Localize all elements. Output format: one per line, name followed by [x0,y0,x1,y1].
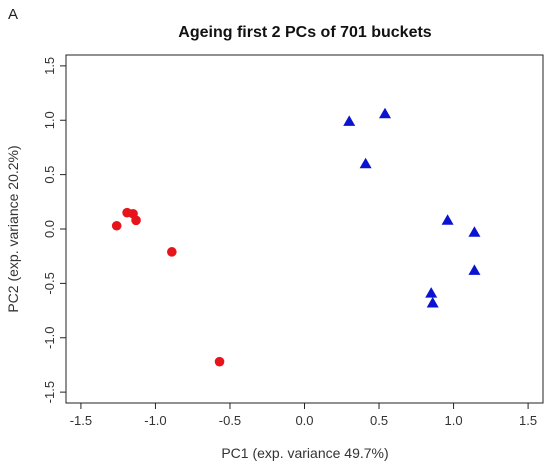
y-axis: -1.5 -1.0 -0.5 0.0 0.5 1.0 1.5 [42,57,66,403]
x-tick-label: -1.5 [70,413,92,428]
point-triangle [426,296,439,308]
y-tick-label: -1.0 [42,327,57,349]
x-tick-label: 0.5 [370,413,388,428]
x-axis-label: PC1 (exp. variance 49.7%) [221,445,388,461]
point-triangle [378,107,391,119]
point-triangle [441,214,454,225]
point-triangle [468,226,481,237]
panel-label: A [8,6,19,23]
point-triangle [343,115,356,126]
point-triangle [425,287,438,298]
y-tick-label: -1.5 [42,381,57,403]
x-tick-label: -0.5 [219,413,241,428]
plot-frame [65,54,544,404]
data-points [111,107,481,367]
y-tick-label: 1.0 [42,111,57,129]
point-circle [131,215,141,226]
y-axis-label: PC2 (exp. variance 20.2%) [5,145,21,312]
x-tick-label: 1.0 [445,413,463,428]
point-circle [167,247,177,257]
x-tick-label: 0.0 [295,413,313,428]
x-tick-label: -1.0 [144,413,166,428]
point-circle [214,356,225,367]
y-tick-label: 0.5 [42,166,57,184]
point-triangle [468,264,481,275]
y-tick-label: 1.5 [42,57,57,75]
chart-title: Ageing first 2 PCs of 701 buckets [178,24,432,41]
x-tick-label: 1.5 [519,413,537,428]
x-axis: -1.5 -1.0 -0.5 0.0 0.5 1.0 1.5 [70,403,537,428]
y-tick-label: -0.5 [42,272,57,294]
y-tick-label: 0.0 [42,220,57,238]
point-triangle [359,157,372,169]
point-circle [111,220,122,231]
